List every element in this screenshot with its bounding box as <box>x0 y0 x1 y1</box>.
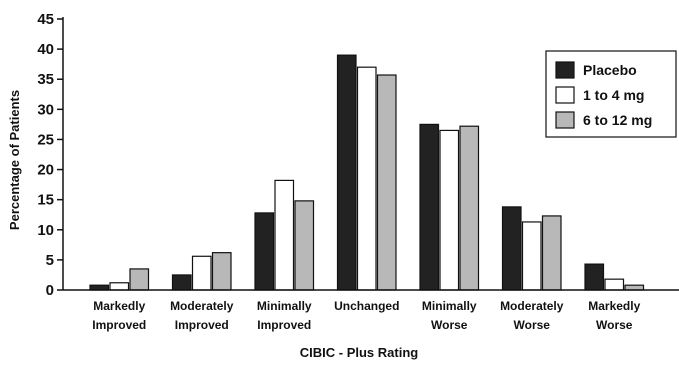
y-tick-label: 5 <box>46 252 54 269</box>
x-category-label: Worse <box>514 318 551 332</box>
bars-group <box>89 54 645 291</box>
bar-1-to-4-mg-3 <box>356 66 377 291</box>
y-tick-label: 20 <box>37 162 54 179</box>
x-category-label: Worse <box>431 318 468 332</box>
y-tick-label: 45 <box>37 11 54 28</box>
bar-6-to-12-mg-4 <box>459 125 480 291</box>
x-axis-title: CIBIC - Plus Rating <box>300 345 419 360</box>
y-tick-label: 10 <box>37 222 54 239</box>
bar-1-to-4-mg-6 <box>604 278 625 291</box>
y-tick-label: 25 <box>37 131 54 148</box>
x-category-label: Markedly <box>93 299 145 313</box>
bar-1-to-4-mg-0 <box>109 282 130 291</box>
bar-6-to-12-mg-5 <box>541 215 562 291</box>
bar-1-to-4-mg-1 <box>191 255 212 291</box>
bar-1-to-4-mg-4 <box>439 129 460 291</box>
x-category-label: Unchanged <box>334 299 399 313</box>
bar-placebo-1 <box>171 274 192 291</box>
x-category-label: Improved <box>257 318 311 332</box>
x-axis: Markedly Improved Moderately Improved Minima… <box>63 289 679 332</box>
bar-1-to-4-mg-5 <box>521 221 542 291</box>
y-tick-label: 40 <box>37 41 54 58</box>
legend-label: 1 to 4 mg <box>583 87 644 103</box>
bar-placebo-6 <box>584 263 605 291</box>
bar-placebo-2 <box>254 212 275 291</box>
x-category-label: Moderately <box>500 299 564 313</box>
bar-placebo-3 <box>336 54 357 291</box>
x-category-label: Improved <box>92 318 146 332</box>
legend-swatch <box>555 111 575 129</box>
bar-6-to-12-mg-3 <box>376 74 397 291</box>
x-category-label: Improved <box>175 318 229 332</box>
y-axis-title: Percentage of Patients <box>7 90 22 230</box>
legend-swatch <box>555 61 575 79</box>
bar-6-to-12-mg-0 <box>129 268 150 291</box>
legend-label: Placebo <box>583 62 637 78</box>
bar-6-to-12-mg-2 <box>294 200 315 291</box>
x-category-label: Minimally <box>422 299 477 313</box>
legend: Placebo 1 to 4 mg 6 to 12 mg <box>545 50 677 138</box>
legend-swatch <box>555 86 575 104</box>
y-axis: 0 5 10 15 20 25 30 35 40 45 <box>37 11 64 299</box>
x-category-label: Moderately <box>170 299 234 313</box>
y-tick-label: 30 <box>37 101 54 118</box>
x-category-label: Minimally <box>257 299 312 313</box>
bar-1-to-4-mg-2 <box>274 179 295 291</box>
bar-placebo-5 <box>501 206 522 291</box>
y-tick-label: 0 <box>46 282 54 299</box>
y-tick-label: 15 <box>37 192 54 209</box>
legend-label: 6 to 12 mg <box>583 112 652 128</box>
bar-placebo-4 <box>419 123 440 291</box>
y-tick-label: 35 <box>37 71 54 88</box>
bar-6-to-12-mg-1 <box>211 252 232 291</box>
x-category-label: Worse <box>596 318 633 332</box>
x-category-label: Markedly <box>588 299 640 313</box>
